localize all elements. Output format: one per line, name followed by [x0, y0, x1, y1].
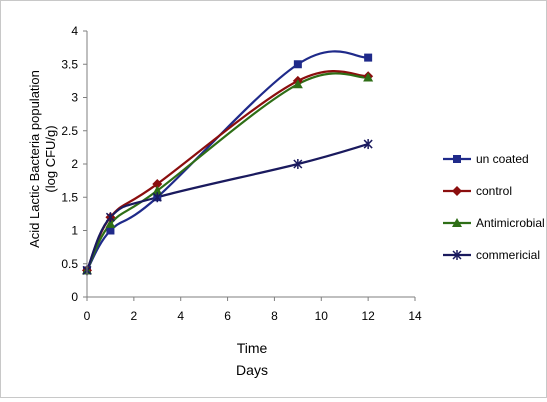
data-point	[152, 185, 163, 195]
series-line-0	[86, 50, 369, 271]
data-point	[106, 226, 115, 235]
legend-label: un coated	[476, 152, 529, 166]
data-point	[152, 178, 163, 189]
data-point	[293, 60, 302, 69]
data-point	[105, 218, 116, 228]
y-tick-label: 3.5	[61, 57, 78, 71]
y-tick-label: 0	[71, 290, 78, 304]
data-point	[105, 212, 115, 223]
axes: 0 0.5 1 1.5 2 2.5 3 3.5 4 0 2 4 6 8 10 12 14	[61, 24, 422, 323]
y-axis-label-line1: Acid Lactic Bacteria population	[27, 70, 42, 248]
data-point	[152, 192, 162, 203]
x-tick-label: 8	[271, 309, 278, 323]
x-tick-label: 14	[408, 309, 422, 323]
y-tick-label: 3	[71, 91, 78, 105]
y-tick-label: 0.5	[61, 257, 78, 271]
y-tick-label: 2	[71, 157, 78, 171]
x-axis-label-line2: Days	[236, 362, 268, 378]
data-point	[364, 53, 373, 62]
data-point	[363, 139, 373, 150]
legend-label: Antimicrobial	[476, 216, 545, 230]
y-tick-label: 1.5	[61, 190, 78, 204]
x-tick-label: 0	[84, 309, 91, 323]
legend-marker	[452, 250, 462, 260]
x-tick-label: 6	[224, 309, 231, 323]
data-point	[293, 159, 303, 169]
x-tick-label: 10	[315, 309, 329, 323]
legend-marker	[452, 186, 462, 196]
y-tick-label: 4	[71, 24, 78, 38]
y-tick-label: 1	[71, 224, 78, 238]
legend-marker	[452, 218, 462, 227]
x-tick-label: 12	[361, 309, 375, 323]
plot-area	[82, 50, 374, 276]
x-tick-label: 4	[177, 309, 184, 323]
legend-marker	[453, 155, 461, 163]
legend-item: commericial	[443, 248, 540, 262]
legend-label: control	[476, 184, 512, 198]
x-tick-label: 2	[131, 309, 138, 323]
y-tick-label: 2.5	[61, 124, 78, 138]
series-line-2	[86, 72, 369, 271]
x-axis-label-line1: Time	[237, 340, 268, 356]
y-axis-label-line2: (log CFU/g)	[43, 125, 58, 192]
data-point	[363, 72, 374, 82]
legend-item: un coated	[443, 152, 529, 166]
legend-item: Antimicrobial	[443, 216, 545, 230]
legend: un coated control Antimicrobial commericial	[443, 152, 545, 262]
series-line-3	[85, 142, 369, 271]
series-line-1	[85, 70, 369, 271]
legend-item: control	[443, 184, 512, 198]
data-point	[292, 79, 303, 89]
legend-label: commericial	[476, 248, 540, 262]
